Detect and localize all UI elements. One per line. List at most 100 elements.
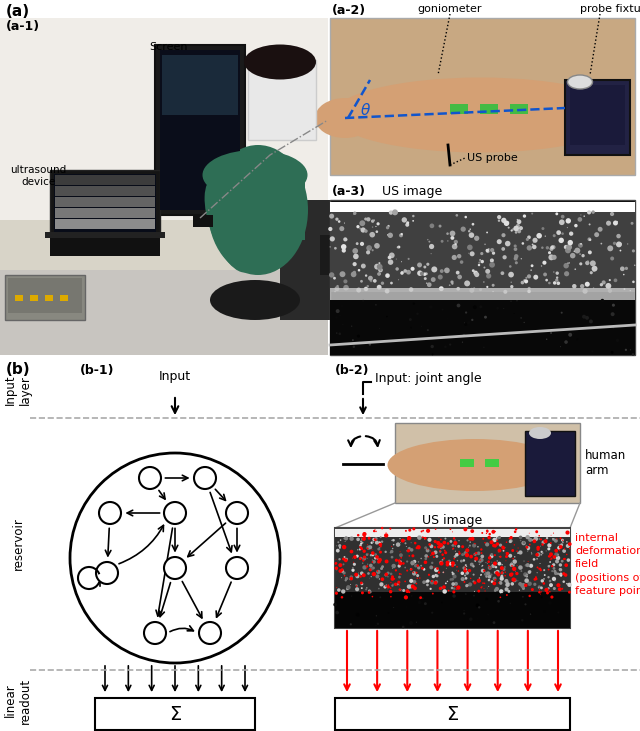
Circle shape — [531, 552, 532, 553]
Circle shape — [516, 219, 522, 224]
Circle shape — [465, 594, 467, 595]
Circle shape — [352, 339, 354, 341]
Circle shape — [412, 571, 417, 575]
Circle shape — [364, 217, 367, 221]
Circle shape — [463, 559, 465, 561]
Circle shape — [360, 220, 365, 226]
Circle shape — [381, 565, 384, 568]
Circle shape — [505, 583, 510, 587]
Circle shape — [449, 344, 451, 346]
Circle shape — [543, 582, 545, 585]
Circle shape — [566, 244, 572, 250]
Circle shape — [380, 596, 381, 598]
Circle shape — [532, 238, 538, 243]
Circle shape — [353, 563, 356, 566]
Circle shape — [417, 270, 422, 276]
Circle shape — [445, 583, 447, 584]
Circle shape — [560, 346, 561, 347]
Circle shape — [448, 560, 451, 562]
Circle shape — [554, 549, 558, 553]
Circle shape — [374, 529, 376, 530]
Text: linear
readout: linear readout — [4, 678, 32, 724]
Circle shape — [469, 228, 471, 230]
Circle shape — [552, 254, 557, 260]
Circle shape — [398, 576, 401, 578]
Circle shape — [490, 574, 492, 576]
Circle shape — [391, 546, 392, 547]
Circle shape — [344, 556, 346, 558]
Circle shape — [355, 557, 356, 558]
Circle shape — [410, 569, 411, 570]
Circle shape — [344, 575, 346, 577]
Circle shape — [489, 567, 491, 569]
Bar — [330, 18, 635, 175]
Circle shape — [436, 541, 440, 545]
Text: internal
deformation
field
(positions of
feature points): internal deformation field (positions of… — [575, 533, 640, 596]
Circle shape — [465, 216, 467, 219]
Circle shape — [525, 545, 527, 548]
Bar — [160, 50, 240, 210]
Circle shape — [412, 215, 415, 217]
Circle shape — [541, 579, 544, 583]
Circle shape — [396, 542, 401, 547]
Circle shape — [541, 550, 543, 553]
Circle shape — [478, 606, 481, 608]
Circle shape — [381, 577, 384, 581]
Circle shape — [613, 221, 618, 225]
Circle shape — [372, 538, 376, 541]
Circle shape — [342, 249, 346, 253]
Circle shape — [464, 575, 466, 577]
Circle shape — [360, 547, 363, 550]
Circle shape — [351, 569, 355, 572]
Circle shape — [430, 550, 431, 551]
Circle shape — [449, 578, 452, 581]
Circle shape — [518, 565, 523, 570]
Text: (b-1): (b-1) — [80, 364, 115, 377]
Circle shape — [492, 284, 495, 287]
Bar — [248, 60, 316, 140]
Ellipse shape — [387, 439, 563, 491]
Circle shape — [535, 553, 539, 556]
Circle shape — [393, 544, 394, 545]
Circle shape — [468, 547, 469, 548]
Circle shape — [497, 560, 498, 561]
Circle shape — [559, 550, 560, 551]
Circle shape — [438, 224, 442, 227]
Circle shape — [465, 553, 469, 557]
Circle shape — [430, 580, 435, 585]
Circle shape — [346, 577, 348, 580]
Circle shape — [431, 345, 434, 348]
Circle shape — [593, 270, 595, 272]
Circle shape — [433, 556, 435, 558]
Circle shape — [441, 240, 444, 243]
Circle shape — [531, 553, 532, 554]
Circle shape — [401, 557, 402, 558]
Circle shape — [378, 542, 382, 546]
Circle shape — [333, 277, 336, 279]
Circle shape — [329, 272, 334, 278]
Circle shape — [422, 597, 424, 599]
Circle shape — [501, 593, 503, 594]
Circle shape — [630, 221, 634, 225]
Circle shape — [453, 587, 456, 590]
Circle shape — [361, 548, 363, 550]
Circle shape — [448, 590, 449, 591]
Circle shape — [417, 545, 420, 550]
Circle shape — [423, 273, 426, 276]
Text: (a): (a) — [6, 4, 30, 19]
Circle shape — [464, 281, 470, 287]
Circle shape — [572, 253, 573, 254]
Circle shape — [495, 588, 497, 590]
Circle shape — [514, 254, 518, 259]
Circle shape — [456, 586, 461, 590]
Circle shape — [389, 252, 395, 258]
Circle shape — [394, 578, 395, 580]
Circle shape — [416, 574, 419, 577]
Circle shape — [511, 281, 512, 283]
Circle shape — [516, 565, 518, 566]
Circle shape — [552, 567, 556, 570]
FancyBboxPatch shape — [335, 698, 570, 730]
Circle shape — [527, 582, 532, 586]
Circle shape — [429, 588, 432, 590]
Circle shape — [486, 533, 487, 534]
